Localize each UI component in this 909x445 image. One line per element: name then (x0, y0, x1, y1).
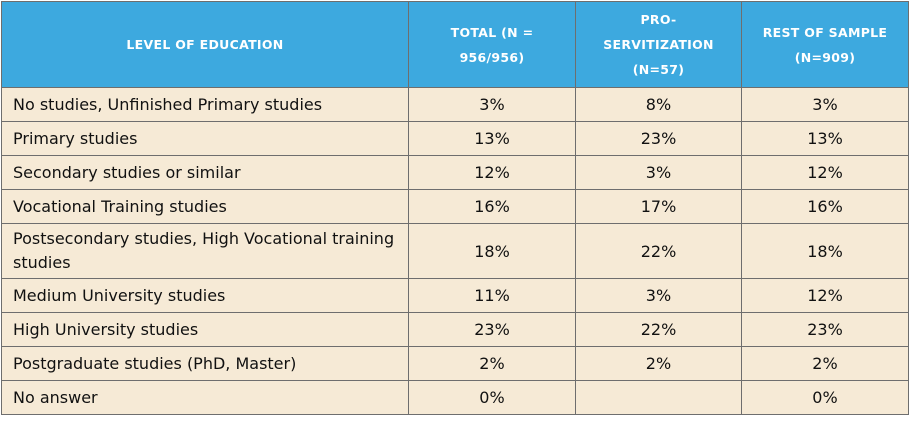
total-value: 12% (408, 155, 576, 190)
header-pro-line-3: (N=57) (632, 62, 685, 77)
table-row: No studies, Unfinished Primary studies 3… (1, 87, 909, 122)
total-value: 0% (408, 380, 576, 415)
row-label: Vocational Training studies (1, 189, 409, 224)
header-rest-line-1: REST OF SAMPLE (762, 24, 888, 40)
row-label: Primary studies (1, 121, 409, 156)
table-body: No studies, Unfinished Primary studies 3… (1, 87, 909, 415)
pro-servitization-value: 3% (575, 155, 742, 190)
row-label: Secondary studies or similar (1, 155, 409, 190)
row-label: Postgraduate studies (PhD, Master) (1, 346, 409, 381)
rest-of-sample-value: 2% (741, 346, 909, 381)
header-pro-line-2: SERVITIZATION (603, 37, 714, 52)
rest-of-sample-value: 3% (741, 87, 909, 122)
total-value: 16% (408, 189, 576, 224)
rest-of-sample-value: 13% (741, 121, 909, 156)
rest-of-sample-value: 0% (741, 380, 909, 415)
table-row: Secondary studies or similar 12% 3% 12% (1, 155, 909, 190)
row-label: No studies, Unfinished Primary studies (1, 87, 409, 122)
row-label: High University studies (1, 312, 409, 347)
header-pro-servitization: PRO- SERVITIZATION (N=57) (575, 1, 742, 88)
table-row: Postgraduate studies (PhD, Master) 2% 2%… (1, 346, 909, 381)
total-value: 11% (408, 278, 576, 313)
row-label: No answer (1, 380, 409, 415)
header-total-line-1: TOTAL (N = (450, 24, 534, 40)
total-value: 13% (408, 121, 576, 156)
header-total-line-2: 956/956) (459, 49, 525, 65)
row-label: Medium University studies (1, 278, 409, 313)
table-row: Postsecondary studies, High Vocational t… (1, 223, 909, 279)
total-value: 23% (408, 312, 576, 347)
table-row: High University studies 23% 22% 23% (1, 312, 909, 347)
pro-servitization-value: 3% (575, 278, 742, 313)
total-value: 3% (408, 87, 576, 122)
pro-servitization-value: 22% (575, 312, 742, 347)
rest-of-sample-value: 12% (741, 155, 909, 190)
header-row: LEVEL OF EDUCATION TOTAL (N = 956/956) P… (1, 1, 909, 88)
rest-of-sample-value: 23% (741, 312, 909, 347)
pro-servitization-value: 8% (575, 87, 742, 122)
rest-of-sample-value: 12% (741, 278, 909, 313)
education-level-table: LEVEL OF EDUCATION TOTAL (N = 956/956) P… (1, 1, 909, 415)
total-value: 2% (408, 346, 576, 381)
pro-servitization-value: 23% (575, 121, 742, 156)
header-rest-line-2: (N=909) (794, 49, 856, 65)
table-header: LEVEL OF EDUCATION TOTAL (N = 956/956) P… (1, 1, 909, 88)
pro-servitization-value: 22% (575, 223, 742, 279)
table-row: Primary studies 13% 23% 13% (1, 121, 909, 156)
row-label: Postsecondary studies, High Vocational t… (1, 223, 409, 279)
pro-servitization-value: 2% (575, 346, 742, 381)
total-value: 18% (408, 223, 576, 279)
rest-of-sample-value: 16% (741, 189, 909, 224)
table-row: Vocational Training studies 16% 17% 16% (1, 189, 909, 224)
table-row: Medium University studies 11% 3% 12% (1, 278, 909, 313)
header-level-of-education: LEVEL OF EDUCATION (1, 1, 409, 88)
header-rest-of-sample: REST OF SAMPLE (N=909) (741, 1, 909, 88)
pro-servitization-value (575, 380, 742, 415)
header-pro-line-1: PRO- (640, 12, 677, 27)
table-row: No answer 0% 0% (1, 380, 909, 415)
pro-servitization-value: 17% (575, 189, 742, 224)
rest-of-sample-value: 18% (741, 223, 909, 279)
header-total: TOTAL (N = 956/956) (408, 1, 576, 88)
